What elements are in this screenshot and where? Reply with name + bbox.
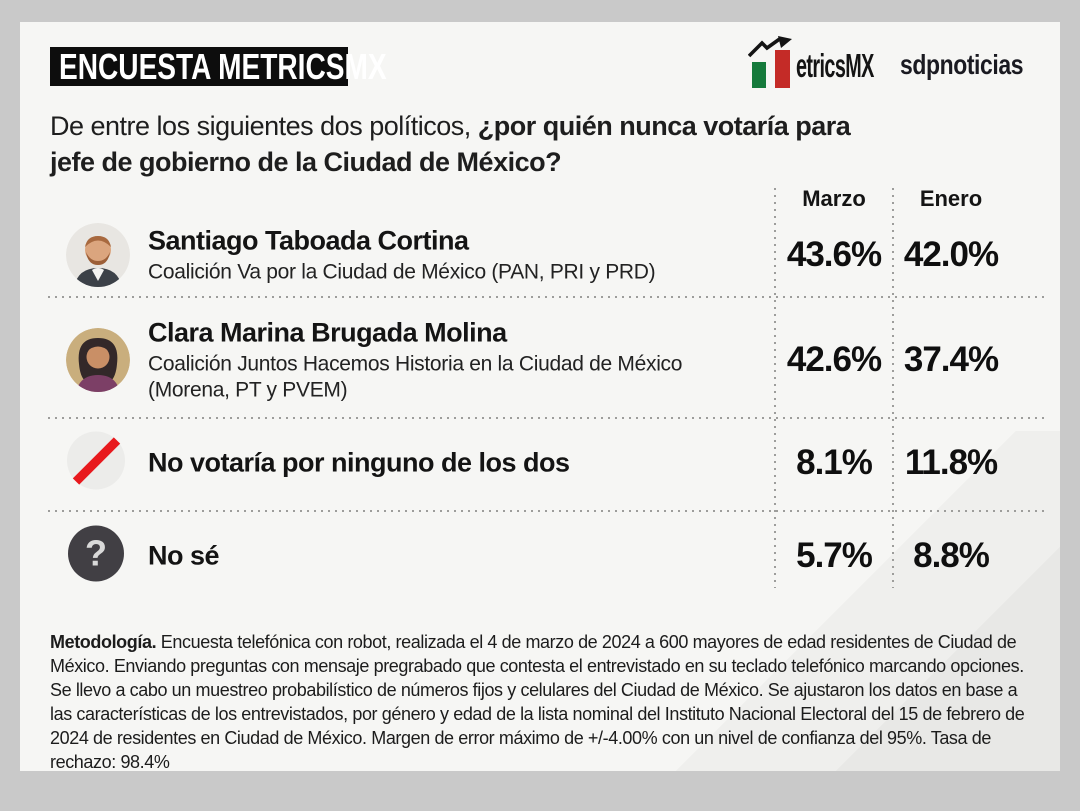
methodology-label: Metodología. [50,632,157,652]
no-vote-slash-icon [67,431,125,495]
candidate-labels: Santiago Taboada Cortina Coalición Va po… [148,225,758,286]
svg-text:?: ? [85,533,107,574]
question-bold-part: ¿por quién nunca votaría para jefe de go… [50,111,851,177]
table-row-brugada: Clara Marina Brugada Molina Coalición Ju… [20,299,1060,421]
row-divider-3 [48,510,1046,512]
methodology-body: Encuesta telefónica con robot, realizada… [50,632,1025,771]
candidate-name: Clara Marina Brugada Molina [148,317,507,348]
option-label: No votaría por ninguno de los dos [148,447,570,478]
encuesta-badge-label: ENCUESTA METRICSMX [59,45,387,87]
methodology-text: Metodología. Encuesta telefónica con rob… [50,630,1028,771]
candidate-labels: Clara Marina Brugada Molina Coalición Ju… [148,317,758,404]
value-enero: 8.8% [913,536,990,575]
option-labels: No sé [148,541,758,572]
candidate-name: Santiago Taboada Cortina [148,225,469,256]
column-divider-1 [774,188,776,588]
column-header-marzo: Marzo [802,186,866,211]
value-marzo: 42.6% [786,340,882,379]
row-divider-2 [48,417,1046,419]
table-row-taboada: Santiago Taboada Cortina Coalición Va po… [20,213,1060,297]
question-regular-part: De entre los siguientes dos políticos, [50,111,478,141]
candidate-photo-taboada-icon [66,223,130,287]
option-label: No sé [148,540,220,571]
value-enero: 37.4% [903,340,999,379]
candidate-coalition: Coalición Va por la Ciudad de México (PA… [148,260,656,284]
column-divider-2 [892,188,894,588]
table-row-no-se: ? No sé 5.7% 8.8% [20,512,1060,600]
value-marzo: 43.6% [786,235,882,274]
value-enero: 11.8% [904,443,998,482]
option-labels: No votaría por ninguno de los dos [148,448,758,479]
value-enero: 42.0% [903,235,999,274]
logo-bar-red [775,50,790,88]
candidate-photo-brugada-icon [66,328,130,392]
sdpnoticias-logo: sdpnoticias [900,49,1024,80]
candidate-coalition: Coalición Juntos Hacemos Historia en la … [148,352,683,402]
growth-arrow-icon [748,36,792,58]
poll-question: De entre los siguientes dos políticos, ¿… [50,108,884,180]
encuesta-badge: ENCUESTA METRICSMX [50,46,387,87]
table-row-ninguno: No votaría por ninguno de los dos 8.1% 1… [20,419,1060,507]
value-marzo: 5.7% [796,536,873,575]
corner-decoration [600,431,1060,771]
logo-bar-green [752,62,766,88]
value-marzo: 8.1% [796,443,873,482]
metricsmx-logo: etricsMX [742,34,912,92]
column-header-enero: Enero [919,186,983,211]
poll-card: ENCUESTA METRICSMX etricsMX sdpnoticias … [20,22,1060,771]
metricsmx-logo-text: etricsMX [796,47,874,84]
row-divider-1 [48,296,1046,298]
question-mark-icon: ? [68,525,124,587]
